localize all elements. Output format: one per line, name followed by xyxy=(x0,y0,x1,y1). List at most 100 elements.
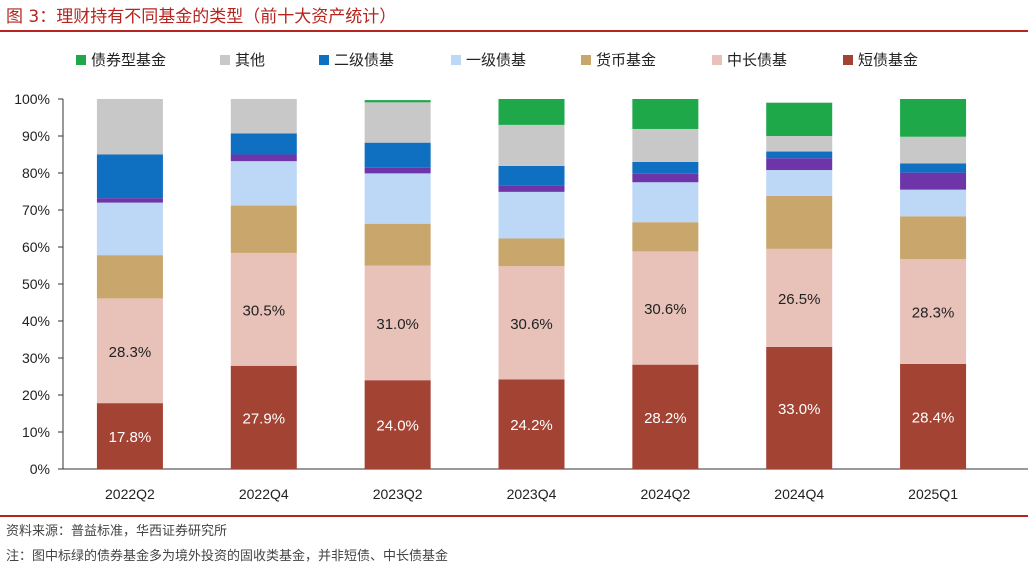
bar-segment xyxy=(766,151,833,159)
y-tick-label: 30% xyxy=(22,350,50,366)
legend-swatch xyxy=(76,55,86,65)
bar-segment xyxy=(632,161,699,174)
data-label: 24.0% xyxy=(376,418,419,435)
y-tick-label: 70% xyxy=(22,202,50,218)
legend-label: 短债基金 xyxy=(858,51,918,69)
data-label: 30.6% xyxy=(644,301,687,318)
bar-segment xyxy=(498,379,565,469)
y-tick-label: 90% xyxy=(22,128,50,144)
bar-segment xyxy=(900,189,967,217)
y-tick-label: 80% xyxy=(22,165,50,181)
figure-title: 图 3：理财持有不同基金的类型（前十大资产统计） xyxy=(6,7,397,27)
bar-segment xyxy=(96,255,163,299)
bar-segment xyxy=(900,136,967,164)
bar-segment xyxy=(766,158,833,171)
bar-segment xyxy=(766,346,833,469)
bar-segment xyxy=(900,99,967,137)
y-tick-label: 50% xyxy=(22,276,50,292)
title-divider xyxy=(0,30,1028,32)
bar-segment xyxy=(364,100,431,103)
y-tick-label: 0% xyxy=(30,461,50,477)
bar-segment xyxy=(230,133,297,155)
legend-swatch xyxy=(843,55,853,65)
y-tick-label: 20% xyxy=(22,387,50,403)
x-tick-label: 2022Q4 xyxy=(239,486,289,502)
bar-segment xyxy=(96,198,163,203)
bar-segment xyxy=(364,265,431,381)
bar-segment xyxy=(498,191,565,239)
x-tick-label: 2025Q1 xyxy=(908,486,958,502)
bar-segment xyxy=(96,202,163,256)
data-label: 33.0% xyxy=(778,401,821,418)
data-label: 26.5% xyxy=(778,291,821,308)
bar-segment xyxy=(632,222,699,252)
data-label: 31.0% xyxy=(376,316,419,333)
y-tick-label: 40% xyxy=(22,313,50,329)
legend-label: 中长债基 xyxy=(727,51,787,69)
bar-segment xyxy=(96,99,163,155)
bar-segment xyxy=(498,165,565,186)
data-label: 30.6% xyxy=(510,316,553,333)
bar-segment xyxy=(96,154,163,199)
y-tick-label: 10% xyxy=(22,424,50,440)
bar-segment xyxy=(230,365,297,469)
bar-segment xyxy=(632,251,699,365)
bar-segment xyxy=(364,102,431,143)
bar-segment xyxy=(498,266,565,380)
data-label: 30.5% xyxy=(243,302,286,319)
legend-swatch xyxy=(451,55,461,65)
legend-label: 二级债基 xyxy=(334,51,394,69)
remark-note: 注：图中标绿的债券基金多为境外投资的固收类基金，并非短债、中长债基金 xyxy=(6,549,449,564)
bar-segment xyxy=(766,170,833,196)
x-tick-label: 2023Q2 xyxy=(373,486,423,502)
bar-segment xyxy=(632,364,699,469)
footer-divider xyxy=(0,515,1028,517)
bar-segment xyxy=(230,205,297,253)
bar-segment xyxy=(364,167,431,174)
bar-segment xyxy=(498,124,565,166)
bar-segment xyxy=(230,252,297,366)
bar-segment xyxy=(632,182,699,223)
bar-segment xyxy=(498,99,565,125)
bar-segment xyxy=(900,163,967,173)
bar-segment xyxy=(230,154,297,162)
data-label: 28.3% xyxy=(109,344,152,361)
stacked-bar-chart: 债券型基金 其他 二级债基 一级债基 货币基金 中长债基 短债基金 0% 10% 20% 30% 40… xyxy=(14,51,1028,502)
source-note: 资料来源：普益标准，华西证券研究所 xyxy=(6,524,228,539)
y-tick-label: 60% xyxy=(22,239,50,255)
data-label: 28.3% xyxy=(912,305,955,322)
legend-label: 货币基金 xyxy=(596,51,656,69)
bar-segment xyxy=(900,172,967,190)
data-label: 28.2% xyxy=(644,410,687,427)
bar-segment xyxy=(766,136,833,152)
bar-segment xyxy=(900,259,967,364)
bar-segment xyxy=(766,102,833,136)
x-tick-label: 2024Q4 xyxy=(774,486,824,502)
data-label: 24.2% xyxy=(510,417,553,434)
legend-swatch xyxy=(712,55,722,65)
legend-swatch xyxy=(220,55,230,65)
bar-segment xyxy=(96,298,163,404)
bar-segment xyxy=(900,363,967,469)
bar-segment xyxy=(900,216,967,260)
bar-segment xyxy=(632,99,699,129)
bar-segment xyxy=(632,173,699,183)
legend-label: 一级债基 xyxy=(466,51,526,69)
y-tick-label: 100% xyxy=(14,91,50,107)
legend-swatch xyxy=(319,55,329,65)
bar-segment xyxy=(364,380,431,469)
bar-segment xyxy=(766,248,833,347)
bar-segment xyxy=(230,99,297,134)
data-label: 28.4% xyxy=(912,409,955,426)
bar-segment xyxy=(498,238,565,267)
x-tick-label: 2022Q2 xyxy=(105,486,155,502)
legend-swatch xyxy=(581,55,591,65)
bar-segment xyxy=(364,173,431,224)
data-label: 27.9% xyxy=(243,410,286,427)
legend-label: 债券型基金 xyxy=(91,51,166,69)
data-label: 17.8% xyxy=(109,429,152,446)
x-tick-label: 2023Q4 xyxy=(507,486,557,502)
legend-label: 其他 xyxy=(235,51,265,69)
x-tick-label: 2024Q2 xyxy=(640,486,690,502)
bar-segment xyxy=(766,195,833,249)
